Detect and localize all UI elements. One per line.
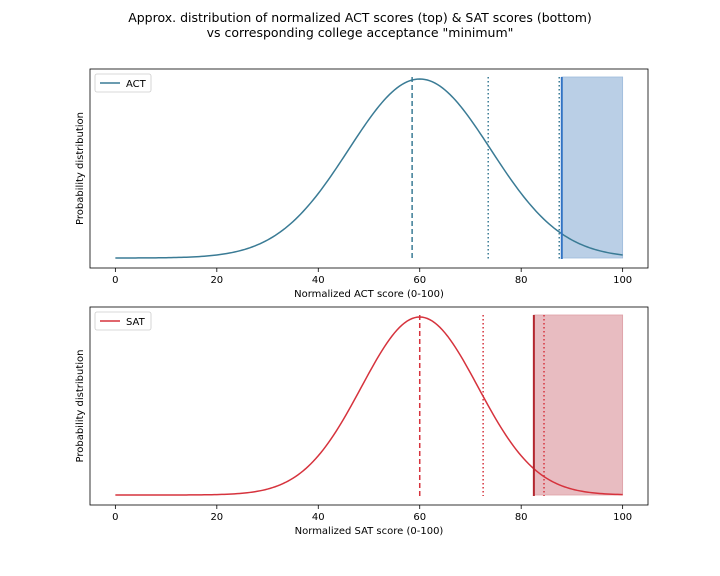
distribution-curve <box>115 316 623 496</box>
shaded-region <box>561 76 624 259</box>
x-tick-label: 0 <box>112 275 118 286</box>
x-tick-label: 40 <box>312 275 325 286</box>
x-tick-label: 60 <box>413 275 426 286</box>
x-tick-label: 20 <box>210 512 223 523</box>
y-axis-label: Probability distribution <box>75 349 86 462</box>
legend-label: ACT <box>126 79 147 90</box>
legend-box <box>94 73 152 93</box>
x-axis-label: Normalized SAT score (0-100) <box>295 526 444 537</box>
distribution-curve <box>115 78 623 259</box>
axes-frame <box>89 68 649 269</box>
act-chart-panel: 0 20 40 60 80 100 Normalized ACT score (0-100)… <box>75 68 649 300</box>
legend-box <box>94 311 152 331</box>
x-tick-label: 20 <box>210 275 223 286</box>
shaded-region <box>533 314 624 496</box>
axes-frame <box>89 306 649 506</box>
figure-title-line1: Approx. distribution of normalized ACT s… <box>128 10 592 25</box>
y-axis-label: Probability distribution <box>75 112 86 225</box>
x-tick-label: 80 <box>515 275 528 286</box>
figure-title-line2: vs corresponding college acceptance "min… <box>207 25 514 40</box>
legend-label: SAT <box>126 317 146 328</box>
x-tick-label: 100 <box>613 275 632 286</box>
x-tick-label: 60 <box>413 512 426 523</box>
x-tick-label: 40 <box>312 512 325 523</box>
x-tick-label: 80 <box>515 512 528 523</box>
x-axis-label: Normalized ACT score (0-100) <box>294 289 444 300</box>
x-tick-label: 100 <box>613 512 632 523</box>
x-tick-label: 0 <box>112 512 118 523</box>
sat-chart-panel: 0 20 40 60 80 100 Normalized SAT score (0-100)… <box>75 306 649 537</box>
